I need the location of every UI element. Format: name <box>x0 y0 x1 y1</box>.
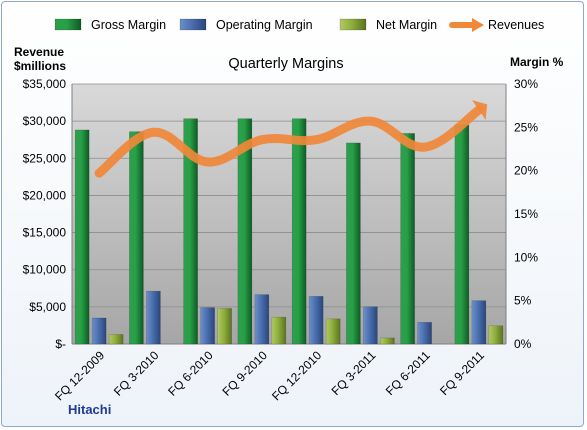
gridlines <box>71 83 507 345</box>
x-tick-label: FQ 3-2011 <box>329 348 379 398</box>
bars <box>74 118 504 345</box>
left-tick-label: $5,000 <box>29 300 66 314</box>
right-tick-label: 20% <box>514 164 538 178</box>
right-tick-label: 0% <box>514 337 532 351</box>
legend: Gross Margin Operating Margin Net Margin Re… <box>54 18 544 32</box>
bar-net-margin <box>325 318 341 345</box>
bar-net-margin <box>380 337 395 345</box>
bar-net-margin <box>217 308 232 345</box>
bar-operating-margin <box>200 307 215 345</box>
right-axis-ticks: 0% 5% 10% 15% 20% 25% 30% <box>514 77 538 351</box>
x-tick-label: FQ 6-2010 <box>165 348 216 399</box>
x-tick-label: FQ 9-2011 <box>437 348 487 398</box>
x-tick-label: FQ 12-2009 <box>52 348 107 403</box>
x-axis-ticks: FQ 12-2009 FQ 3-2010 FQ 6-2010 FQ 9-2010 FQ … <box>52 348 487 403</box>
legend-swatch <box>54 18 82 31</box>
left-axis-title-line2: $millions <box>14 59 66 73</box>
right-axis-title: Margin % <box>510 55 564 69</box>
bar-net-margin <box>108 334 124 345</box>
right-tick-label: 25% <box>514 120 538 134</box>
x-tick-label: FQ 3-2010 <box>111 348 162 399</box>
right-tick-label: 15% <box>514 207 538 221</box>
legend-swatch <box>179 18 207 31</box>
right-tick-label: 5% <box>514 294 532 308</box>
left-axis-title-line1: Revenue <box>14 45 64 59</box>
bar-gross-margin <box>291 118 307 345</box>
right-tick-label: 10% <box>514 250 538 264</box>
bar-operating-margin <box>363 306 378 345</box>
left-tick-label: $30,000 <box>23 114 67 128</box>
left-tick-label: $25,000 <box>23 151 67 165</box>
bar-gross-margin <box>129 131 144 345</box>
chart-title: Quarterly Margins <box>228 56 343 72</box>
bar-operating-margin <box>146 290 161 345</box>
bar-operating-margin <box>308 296 324 345</box>
bar-net-margin <box>271 316 287 345</box>
left-tick-label: $20,000 <box>23 188 67 202</box>
legend-label: Gross Margin <box>91 18 166 32</box>
bar-operating-margin <box>471 300 487 345</box>
revenue-line <box>94 100 488 178</box>
left-axis-ticks: $- $5,000 $10,000 $15,000 $20,000 $25,000 $30,… <box>23 77 67 351</box>
bar-gross-margin <box>346 142 361 345</box>
legend-label: Net Margin <box>376 18 437 32</box>
x-tick-label: FQ 6-2011 <box>383 348 433 398</box>
bar-gross-margin <box>183 118 198 345</box>
revenues-line <box>94 105 484 178</box>
right-tick-label: 30% <box>514 77 538 91</box>
chart-caption: Hitachi <box>68 402 111 417</box>
x-tick-label: FQ 9-2010 <box>220 348 271 399</box>
plot-area <box>72 84 506 344</box>
legend-swatch <box>339 18 367 31</box>
left-tick-label: $35,000 <box>23 77 67 91</box>
legend-label: Operating Margin <box>216 18 313 32</box>
bar-operating-margin <box>417 322 432 345</box>
legend-label: Revenues <box>488 18 544 32</box>
legend-swatch-arrow <box>472 18 484 32</box>
bar-operating-margin <box>91 317 107 345</box>
revenues-arrowhead <box>472 100 488 120</box>
bar-net-margin <box>488 325 504 345</box>
bar-gross-margin <box>237 118 253 345</box>
x-tick-label: FQ 12-2010 <box>269 348 324 403</box>
left-tick-label: $15,000 <box>23 226 67 240</box>
left-tick-label: $10,000 <box>23 263 67 277</box>
bar-gross-margin <box>400 133 415 345</box>
left-tick-label: $- <box>55 337 66 351</box>
bar-operating-margin <box>254 294 270 345</box>
bar-gross-margin <box>74 129 90 345</box>
bar-gross-margin <box>454 124 470 345</box>
